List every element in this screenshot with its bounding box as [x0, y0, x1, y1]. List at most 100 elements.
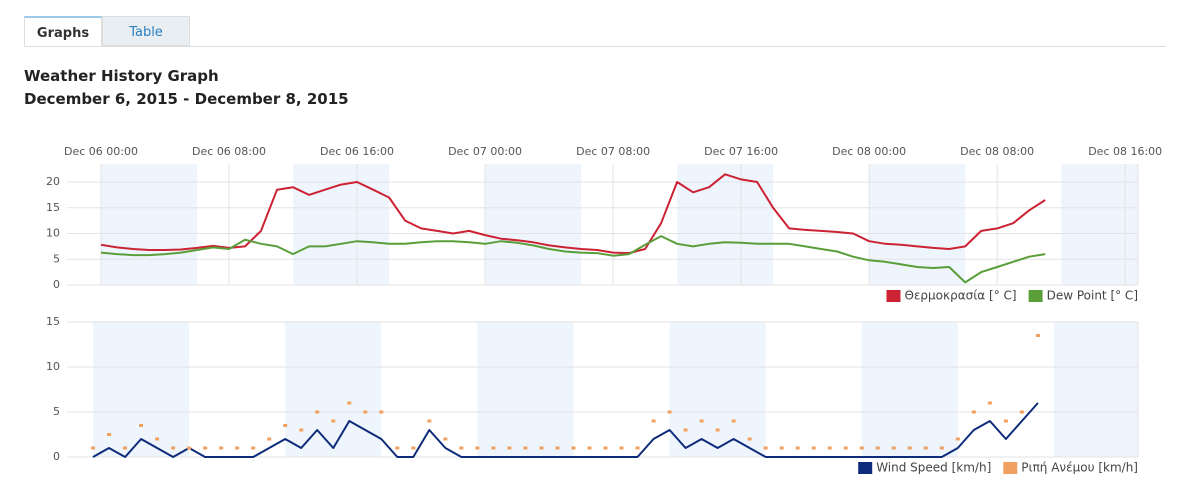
gust-dot: [859, 446, 864, 450]
gust-dot: [123, 446, 128, 450]
gust-dot: [1003, 419, 1008, 423]
gust-dot: [315, 410, 320, 414]
gust-dot: [731, 419, 736, 423]
gust-dot: [107, 433, 112, 436]
night-band: [93, 322, 190, 457]
night-band: [861, 322, 958, 457]
night-band: [677, 164, 774, 285]
legend-label: Θερμοκρασία [° C]: [905, 289, 1017, 303]
y-tick-label: 20: [46, 175, 60, 188]
legend-label: Wind Speed [km/h]: [876, 461, 991, 475]
gust-dot: [459, 446, 464, 450]
gust-dot: [779, 446, 784, 450]
series-line: [100, 173, 1046, 255]
gust-dot: [1035, 334, 1040, 337]
gust-dot: [747, 437, 752, 441]
gust-dot: [395, 446, 400, 450]
subtitle: December 6, 2015 - December 8, 2015: [24, 90, 349, 108]
y-tick-label: 5: [53, 252, 60, 265]
gust-dot: [251, 446, 256, 450]
y-tick-label: 15: [46, 201, 60, 214]
x-tick-label: Dec 08 08:00: [960, 145, 1034, 158]
gust-dot: [299, 428, 304, 432]
x-tick-label: Dec 08 00:00: [832, 145, 906, 158]
x-tick-label: Dec 07 16:00: [704, 145, 778, 158]
gust-dot: [987, 401, 992, 405]
gust-dot: [971, 410, 976, 414]
gust-dot: [539, 446, 544, 450]
legend-label: Ριπή Ανέμου [km/h]: [1021, 461, 1138, 475]
night-band: [1053, 322, 1138, 457]
night-band: [101, 164, 198, 285]
title: Weather History Graph: [24, 67, 219, 85]
gust-dot: [411, 446, 416, 450]
gust-dot: [347, 401, 352, 405]
gust-dot: [555, 446, 560, 450]
gust-dot: [155, 437, 160, 441]
y-tick-label: 15: [46, 315, 60, 328]
y-tick-label: 0: [53, 450, 60, 463]
gust-dot: [939, 446, 944, 450]
x-tick-label: Dec 07 08:00: [576, 145, 650, 158]
gust-dot: [187, 446, 192, 450]
x-tick-label: Dec 06 00:00: [64, 145, 138, 158]
x-tick-label: Dec 08 16:00: [1088, 145, 1162, 158]
gust-dot: [219, 446, 224, 450]
gust-dot: [171, 446, 176, 450]
y-tick-label: 0: [53, 278, 60, 291]
tab[interactable]: Table: [102, 16, 190, 46]
gust-dot: [235, 446, 240, 450]
gust-dot: [491, 446, 496, 450]
gust-dot: [603, 446, 608, 450]
gust-dot: [763, 446, 768, 450]
gust-dot: [811, 446, 816, 450]
night-band: [485, 164, 582, 285]
series-line: [100, 235, 1046, 284]
gust-dot: [203, 446, 208, 450]
gust-dot: [891, 446, 896, 450]
x-tick-label: Dec 06 16:00: [320, 145, 394, 158]
night-band: [477, 322, 574, 457]
legend-swatch: [886, 290, 901, 302]
gust-dot: [523, 446, 528, 450]
gust-dot: [667, 410, 672, 414]
legend-swatch: [1003, 462, 1018, 474]
series-line: [92, 402, 1039, 458]
gust-dot: [475, 446, 480, 450]
gust-dot: [1019, 410, 1024, 414]
legend-swatch: [858, 462, 873, 474]
x-tick-label: Dec 07 00:00: [448, 145, 522, 158]
gust-dot: [267, 437, 272, 441]
gust-dot: [843, 446, 848, 450]
gust-dot: [91, 446, 96, 450]
gust-dot: [827, 446, 832, 450]
gust-dot: [651, 419, 656, 423]
night-band: [285, 322, 382, 457]
gust-dot: [635, 446, 640, 450]
gust-dot: [379, 410, 384, 414]
gust-dot: [443, 437, 448, 441]
x-tick-label: Dec 06 08:00: [192, 145, 266, 158]
tab[interactable]: Graphs: [24, 16, 102, 46]
tab-bar: Graphs Table: [24, 16, 1166, 47]
y-tick-label: 10: [46, 227, 60, 240]
night-band: [869, 164, 966, 285]
gust-dot: [955, 437, 960, 441]
gust-dot: [699, 419, 704, 423]
legend-swatch: [1028, 290, 1043, 302]
gust-dot: [571, 446, 576, 450]
gust-dot: [283, 424, 288, 427]
gust-dot: [507, 446, 512, 450]
gust-dot: [907, 446, 912, 450]
gust-dot: [363, 410, 368, 414]
gust-dot: [923, 446, 928, 450]
y-tick-label: 5: [53, 405, 60, 418]
gust-dot: [683, 428, 688, 432]
night-band: [669, 322, 766, 457]
gust-dot: [587, 446, 592, 450]
gust-dot: [331, 419, 336, 423]
gust-dot: [875, 446, 880, 450]
gust-dot: [795, 446, 800, 450]
